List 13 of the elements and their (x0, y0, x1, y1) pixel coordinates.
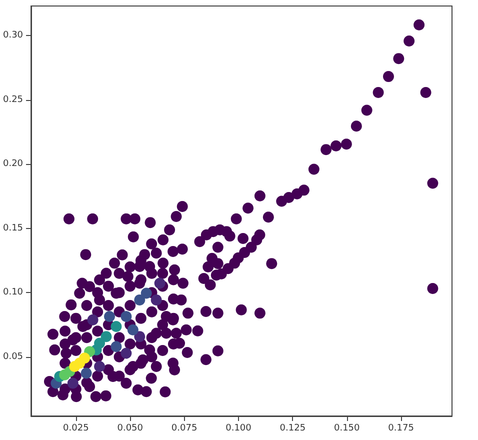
x-tick-label: 0.025 (63, 424, 89, 434)
x-tick-label: 0.175 (388, 424, 414, 434)
y-tick-label: 0.20 (2, 159, 24, 170)
x-tick-label: 0.150 (334, 424, 360, 434)
x-tick-label: 0.050 (117, 424, 144, 434)
x-tick-label: 0.100 (226, 424, 252, 434)
x-tick-label: 0.075 (171, 424, 198, 434)
y-tick-label: 0.25 (2, 94, 24, 105)
y-tick-label: 0.10 (2, 288, 24, 298)
y-tick-label: 0.15 (2, 223, 24, 234)
y-tick-label: 0.30 (2, 30, 24, 41)
x-tick-label: 0.125 (280, 424, 306, 434)
y-tick-label: 0.05 (2, 352, 24, 362)
